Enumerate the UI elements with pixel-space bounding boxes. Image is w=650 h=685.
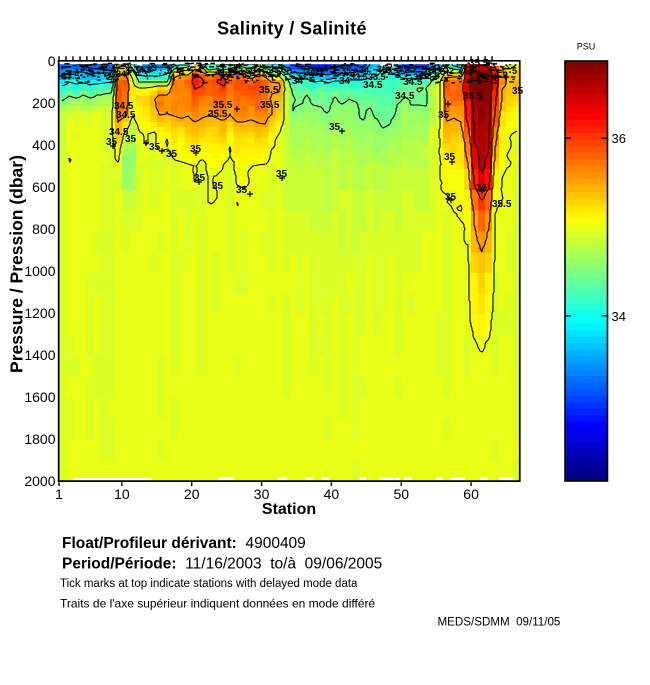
svg-text:Traits de l'axe supérieur indi: Traits de l'axe supérieur indiquent donn… [60,597,375,611]
svg-text:33: 33 [242,69,252,79]
svg-text:35.5: 35.5 [469,58,489,69]
svg-text:35.5: 35.5 [260,100,280,111]
svg-text:1400: 1400 [24,347,55,363]
svg-text:35: 35 [194,173,206,184]
svg-text:Station: Station [262,501,316,518]
svg-text:34.5: 34.5 [305,67,323,77]
svg-text:34: 34 [359,65,369,75]
svg-text:35: 35 [276,169,288,180]
svg-text:4: 4 [323,64,328,74]
svg-text:35: 35 [444,152,456,163]
svg-text:35: 35 [106,137,118,148]
svg-text:4: 4 [170,73,175,83]
svg-text:Salinity / Salinité: Salinity / Salinité [217,19,367,39]
svg-text:35: 35 [80,63,90,73]
svg-text:Period/Période: 11/16/2003 t: Period/Période: 11/16/2003 to/à 09/06/20… [62,556,382,573]
svg-text:35: 35 [166,149,178,160]
svg-text:2: 2 [449,66,454,76]
svg-text:35.5: 35.5 [208,109,228,120]
svg-text:3: 3 [143,69,148,79]
svg-text:1000: 1000 [24,263,55,279]
svg-text:400: 400 [32,137,56,153]
svg-text:PSU: PSU [577,42,596,52]
svg-text:34.5: 34.5 [116,110,136,121]
svg-text:34: 34 [467,65,477,75]
svg-text:35: 35 [149,142,161,153]
svg-text:34: 34 [612,309,626,324]
svg-text:Pressure / Pression (dbar): Pressure / Pression (dbar) [7,155,27,373]
svg-text:34.5: 34.5 [114,101,134,112]
svg-text:1800: 1800 [24,431,55,447]
svg-text:Tick marks at top indicate sta: Tick marks at top indicate stations with… [60,578,358,590]
svg-text:33.5: 33.5 [422,71,440,81]
svg-text:800: 800 [32,221,56,237]
svg-text:36.5: 36.5 [463,91,483,102]
svg-text:30: 30 [254,486,270,502]
svg-text:MEDS/SDMM 09/11/05: MEDS/SDMM 09/11/05 [438,616,561,629]
svg-text:33.5: 33.5 [368,72,386,82]
svg-text:36: 36 [612,131,626,146]
svg-text:35: 35 [212,181,224,192]
svg-text:4: 4 [125,67,130,77]
svg-text:3: 3 [224,72,229,82]
svg-text:33.5: 33.5 [233,66,251,76]
svg-text:2000: 2000 [24,473,55,489]
svg-text:2: 2 [485,72,490,82]
svg-text:60: 60 [463,486,479,502]
svg-text:35.5: 35.5 [492,199,512,210]
svg-text:1200: 1200 [24,305,55,321]
svg-text:35: 35 [329,122,341,133]
svg-text:34.5: 34.5 [215,66,233,76]
svg-text:35: 35 [438,110,450,121]
svg-text:34.5: 34.5 [109,127,129,138]
svg-text:35: 35 [377,64,387,74]
svg-text:33: 33 [314,68,324,78]
svg-text:34.5: 34.5 [363,80,383,91]
svg-text:20: 20 [184,486,200,502]
svg-text:600: 600 [32,179,56,195]
svg-text:35: 35 [125,134,137,145]
svg-text:33.5: 33.5 [62,71,80,81]
svg-text:5: 5 [512,66,517,76]
svg-text:200: 200 [32,95,56,111]
svg-text:35: 35 [236,185,248,196]
svg-text:33.5: 33.5 [269,65,287,75]
svg-text:35: 35 [512,86,524,97]
svg-text:34: 34 [116,69,126,79]
svg-text:34.5: 34.5 [395,91,415,102]
svg-text:3: 3 [458,69,463,79]
svg-text:1: 1 [55,486,63,502]
svg-text:50: 50 [394,486,410,502]
svg-text:40: 40 [324,486,340,502]
svg-text:0: 0 [48,53,56,69]
svg-text:34: 34 [292,76,304,87]
svg-text:1600: 1600 [24,389,55,405]
svg-text:35.5: 35.5 [259,85,279,96]
svg-text:35.5: 35.5 [213,100,233,111]
svg-text:10: 10 [114,486,130,502]
svg-text:3: 3 [152,63,157,73]
svg-text:Float/Profileur dérivant: 490: Float/Profileur dérivant: 4900409 [62,535,306,552]
svg-text:35: 35 [341,66,351,76]
svg-text:34: 34 [339,76,351,87]
svg-text:33.5: 33.5 [296,71,314,81]
svg-text:4: 4 [89,69,94,79]
svg-text:34.5: 34.5 [403,77,423,88]
svg-text:34.5: 34.5 [426,67,446,78]
svg-text:35: 35 [190,144,202,155]
